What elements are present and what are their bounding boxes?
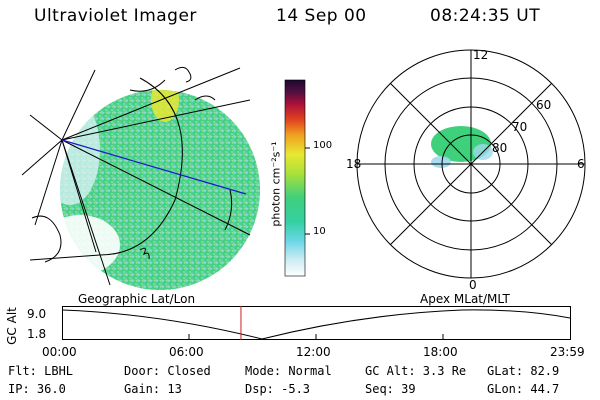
polar-hour-0: 0 [469,278,477,292]
colorbar-label: photon cm⁻²s⁻¹ [269,141,283,227]
colorbar-tick-100: 100 [313,140,333,151]
polar-lat-60: 60 [536,98,552,112]
polar-hour-18: 18 [346,157,362,171]
altitude-curve [62,309,571,340]
status-gc-alt: GC Alt: 3.3 Re [365,364,467,378]
dark-region [60,215,120,275]
time-label: 08:24:35 UT [430,6,541,26]
date-label: 14 Sep 00 [276,6,367,26]
status-glon: GLon: 44.7 [487,382,560,396]
status-glat: GLat: 82.9 [487,364,560,378]
colorbar-tick-10: 10 [313,226,326,237]
status-ip: IP: 36.0 [8,382,66,396]
polar-grid [356,49,586,279]
status-mode: Mode: Normal [245,364,332,378]
polar-lat-70: 70 [512,120,528,134]
status-filter: Flt: LBHL [8,364,74,378]
colorbar-gradient [284,79,306,277]
timeline-ytick-bottom: 1.8 [27,327,47,341]
polar-plot [356,49,586,279]
bright-spot [151,90,179,122]
geographic-title: Geographic Lat/Lon [78,292,196,306]
status-dsp: Dsp: -5.3 [245,382,311,396]
timeline-xtick-2359: 23:59 [550,345,585,359]
polar-hour-6: 6 [577,157,585,171]
status-door: Door: Closed [124,364,211,378]
timeline-xtick-0600: 06:00 [169,345,204,359]
meridian-line [61,139,247,195]
apex-title: Apex MLat/MLT [420,292,510,306]
timeline-ytick-top: 9.0 [27,307,47,321]
status-gain: Gain: 13 [124,382,182,396]
dim-limb [60,95,100,205]
timeline-xtick-0000: 00:00 [42,345,77,359]
status-seq: Seq: 39 [365,382,416,396]
instrument-title: Ultraviolet Imager [34,6,197,26]
timeline-axis-title: GC Alt [5,307,19,345]
polar-hour-12: 12 [473,48,489,62]
colorbar [284,79,310,277]
geographic-image [21,66,260,290]
timeline-xtick-1800: 18:00 [423,345,458,359]
geo-grid [21,66,251,286]
timeline-xtick-1200: 12:00 [296,345,331,359]
polar-lat-80: 80 [492,141,508,155]
altitude-timeline [62,306,571,340]
